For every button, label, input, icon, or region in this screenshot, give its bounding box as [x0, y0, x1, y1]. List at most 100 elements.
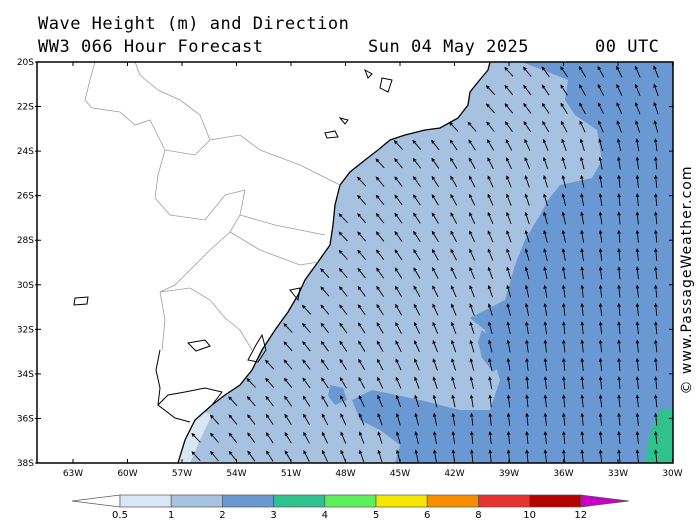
latitude-labels: 20S 22S 24S 26S 28S 30S 32S 34S 36S 38S: [17, 58, 34, 469]
wave-arrow: [654, 229, 658, 243]
wave-arrow: [562, 431, 566, 445]
wave-arrow: [506, 357, 511, 371]
wave-arrow: [414, 358, 420, 371]
country-borders: [84, 62, 341, 351]
wave-arrow: [228, 432, 238, 443]
wave-arrow: [228, 414, 238, 425]
wave-arrow: [561, 211, 566, 225]
wave-arrow: [432, 267, 439, 279]
legend-label: 10: [523, 510, 536, 521]
wave-arrow: [338, 213, 348, 224]
wave-arrow: [653, 101, 659, 115]
wave-arrow: [524, 266, 530, 280]
wave-arrow: [339, 322, 348, 334]
wave-arrow: [543, 376, 548, 390]
wave-arrow: [598, 120, 604, 133]
wave-arrow: [414, 376, 420, 389]
wave-arrow: [635, 321, 640, 335]
wave-arrow: [580, 339, 585, 353]
longitude-labels: 63W 60W 57W 54W 51W 48W 45W 42W 39W 36W 33W 30W: [63, 469, 683, 479]
wave-arrow: [653, 120, 659, 133]
wave-arrow: [654, 449, 658, 463]
wave-arrow: [580, 211, 585, 225]
wave-arrow: [541, 84, 550, 96]
wave-arrow: [561, 266, 566, 280]
wave-arrow: [413, 303, 421, 316]
wave-arrow: [469, 321, 475, 335]
wave-arrow: [488, 339, 493, 353]
wave-arrow: [414, 449, 419, 463]
wave-arrow: [413, 212, 421, 224]
wave-arrow: [265, 359, 275, 370]
wave-arrow: [321, 431, 329, 444]
wave-arrow: [376, 358, 384, 371]
wave-arrow: [617, 211, 621, 225]
wave-arrow: [580, 321, 585, 335]
wave-arrow: [448, 121, 459, 132]
wave-arrow: [598, 431, 603, 445]
wave-arrow: [617, 394, 621, 408]
wave-arrow: [469, 266, 475, 280]
legend-swatch: [478, 494, 530, 508]
lat-label: 22S: [17, 103, 34, 113]
forecast-subtitle: WW3 066 Hour Forecast: [38, 37, 264, 57]
wave-arrow: [506, 303, 511, 316]
wave-arrow: [505, 138, 513, 151]
wave-arrow: [321, 377, 329, 389]
wave-arrow: [450, 303, 457, 316]
wave-arrow: [562, 339, 566, 353]
wave-arrow: [580, 229, 585, 243]
wave-arrow: [560, 66, 568, 78]
wave-arrow: [432, 412, 438, 426]
wave-arrow: [635, 266, 640, 280]
wave-arrow: [561, 248, 566, 261]
wave-arrow: [653, 83, 659, 97]
wave-arrow: [562, 302, 566, 316]
wave-arrow: [488, 394, 492, 408]
forecast-date: Sun 04 May 2025: [368, 37, 530, 57]
wave-arrow: [654, 431, 658, 445]
legend-arrow-low: [71, 494, 121, 508]
wave-arrow: [598, 376, 603, 390]
wave-arrow: [580, 376, 585, 390]
wave-arrow: [654, 193, 658, 207]
wave-arrow: [487, 303, 493, 316]
wave-arrow: [357, 267, 366, 279]
wave-arrow: [358, 431, 365, 444]
wave-arrow: [283, 323, 293, 333]
wave-arrow: [320, 340, 329, 352]
wave-arrow: [265, 413, 274, 425]
wave-arrow: [431, 157, 440, 169]
wave-arrow: [376, 285, 384, 297]
wave-arrow: [395, 431, 401, 444]
legend-swatch: [170, 494, 223, 508]
wave-arrow: [525, 321, 529, 335]
wave-arrow: [635, 302, 640, 316]
wave-arrow: [469, 339, 475, 353]
wave-arrow: [357, 194, 367, 205]
wave-arrow: [635, 193, 640, 207]
wave-arrow: [413, 176, 421, 187]
wave-arrow: [578, 66, 587, 78]
lat-label: 30S: [17, 281, 34, 291]
wave-arrow: [414, 394, 420, 408]
legend-swatch: [375, 494, 428, 508]
wave-arrow: [580, 394, 585, 408]
lagoon: [247, 333, 267, 363]
wave-arrow: [209, 432, 219, 443]
wave-arrow: [617, 248, 621, 262]
wave-arrow: [209, 414, 219, 425]
wave-arrow: [451, 376, 456, 390]
wave-arrow: [562, 449, 566, 463]
wave-arrow: [504, 66, 514, 77]
wave-arrow: [617, 284, 621, 298]
wave-arrow: [617, 376, 621, 390]
wave-arrow: [376, 322, 384, 334]
wave-arrow: [395, 358, 402, 371]
wave-arrow: [524, 138, 531, 151]
wave-arrow: [506, 284, 512, 298]
lon-label: 63W: [63, 469, 83, 479]
wave-arrow: [469, 285, 475, 298]
lat-label: 34S: [17, 370, 34, 380]
